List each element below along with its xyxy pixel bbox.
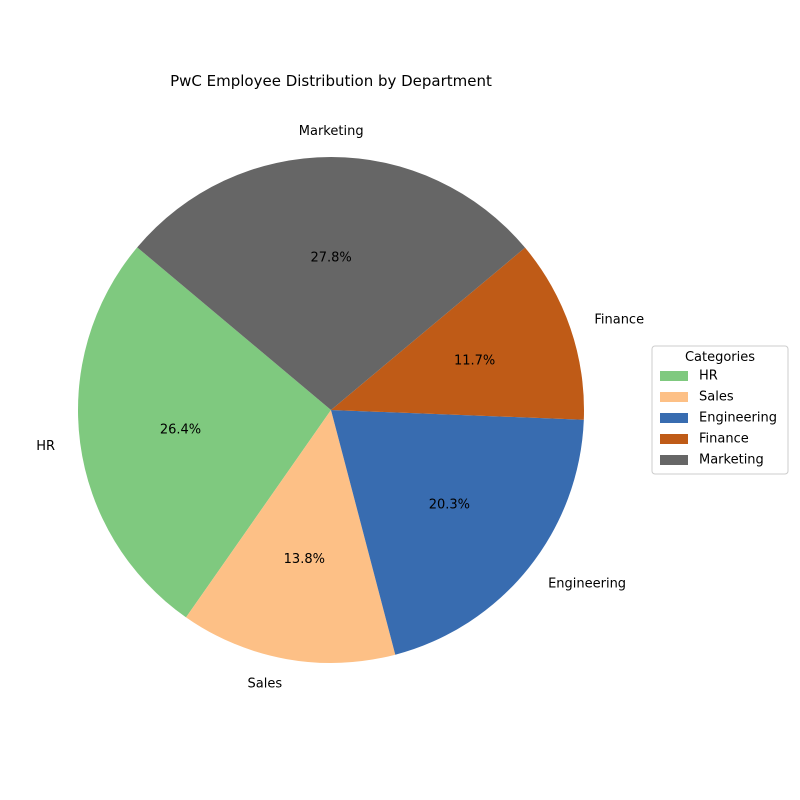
percent-label-finance: 11.7% [454, 353, 495, 368]
percent-label-marketing: 27.8% [310, 251, 351, 266]
slice-label-marketing: Marketing [299, 124, 364, 139]
legend-swatch-finance [660, 434, 688, 444]
legend-label-finance: Finance [699, 432, 749, 447]
pie-slice-marketing [137, 156, 526, 410]
legend-label-hr: HR [699, 369, 718, 384]
legend-swatch-marketing [660, 455, 688, 465]
percent-labels: 26.4% 13.8% 20.3% 11.7% 27.8% [160, 251, 495, 567]
slice-labels: HR Sales Engineering Finance Marketing [36, 124, 644, 691]
legend-swatch-engineering [660, 413, 688, 423]
chart-title: PwC Employee Distribution by Department [170, 72, 492, 90]
slice-label-engineering: Engineering [548, 577, 626, 592]
legend-swatch-hr [660, 371, 688, 381]
legend-swatch-sales [660, 392, 688, 402]
legend-label-engineering: Engineering [699, 411, 777, 426]
percent-label-engineering: 20.3% [429, 497, 470, 512]
percent-label-sales: 13.8% [284, 552, 325, 567]
legend-label-marketing: Marketing [699, 453, 764, 468]
legend-label-sales: Sales [699, 390, 734, 405]
legend-items: HR Sales Engineering Finance Marketing [660, 369, 777, 468]
pie-slice-sales [186, 410, 396, 663]
pie-slice-hr [77, 247, 331, 618]
slice-label-finance: Finance [594, 313, 644, 328]
legend: Categories HR Sales Engineering Finance Mark… [651, 345, 789, 475]
pie-slices [77, 156, 584, 663]
slice-label-hr: HR [36, 439, 55, 454]
percent-label-hr: 26.4% [160, 422, 201, 437]
pie-slice-finance [331, 247, 584, 420]
slice-label-sales: Sales [247, 676, 282, 691]
legend-title: Categories [685, 350, 755, 365]
pie-slice-engineering [331, 410, 584, 655]
